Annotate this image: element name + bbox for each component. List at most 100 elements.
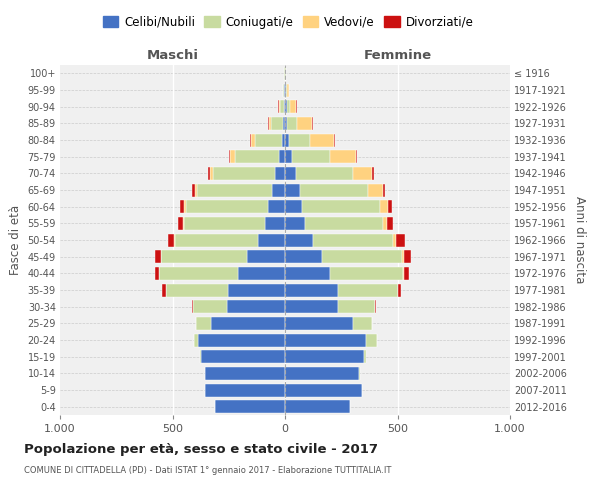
Bar	[368, 184, 383, 196]
Bar	[265, 217, 285, 230]
Bar	[284, 100, 285, 113]
Bar	[168, 234, 174, 246]
Bar	[285, 84, 286, 96]
Bar	[285, 284, 338, 296]
Bar	[199, 350, 200, 363]
Bar	[285, 234, 313, 246]
Bar	[287, 84, 289, 96]
Bar	[238, 267, 285, 280]
Bar	[298, 117, 312, 130]
Bar	[251, 134, 254, 146]
Bar	[269, 117, 271, 130]
Bar	[313, 234, 393, 246]
Bar	[227, 300, 285, 313]
Bar	[290, 100, 296, 113]
Bar	[196, 317, 211, 330]
Bar	[247, 250, 285, 263]
Bar	[159, 267, 238, 280]
Bar	[388, 200, 392, 213]
Bar	[284, 84, 285, 96]
Bar	[299, 184, 368, 196]
Bar	[403, 267, 404, 280]
Bar	[215, 400, 285, 413]
Bar	[285, 117, 287, 130]
Bar	[213, 167, 275, 180]
Y-axis label: Fasce di età: Fasce di età	[9, 205, 22, 275]
Bar	[186, 200, 268, 213]
Bar	[191, 300, 193, 313]
Bar	[404, 267, 409, 280]
Bar	[312, 117, 313, 130]
Bar	[330, 150, 356, 163]
Bar	[285, 167, 296, 180]
Bar	[356, 150, 358, 163]
Bar	[175, 234, 258, 246]
Bar	[161, 250, 247, 263]
Bar	[334, 134, 335, 146]
Bar	[155, 250, 161, 263]
Bar	[254, 134, 281, 146]
Bar	[205, 367, 285, 380]
Bar	[380, 200, 388, 213]
Bar	[271, 184, 285, 196]
Bar	[258, 234, 285, 246]
Bar	[393, 234, 396, 246]
Bar	[275, 167, 285, 180]
Bar	[182, 217, 184, 230]
Bar	[398, 284, 401, 296]
Bar	[285, 184, 299, 196]
Bar	[235, 150, 278, 163]
Bar	[271, 117, 283, 130]
Bar	[338, 284, 398, 296]
Bar	[396, 234, 404, 246]
Bar	[285, 150, 292, 163]
Y-axis label: Anni di nascita: Anni di nascita	[574, 196, 586, 284]
Bar	[211, 317, 285, 330]
Bar	[285, 367, 359, 380]
Bar	[199, 334, 285, 346]
Bar	[200, 350, 285, 363]
Bar	[280, 100, 284, 113]
Bar	[229, 150, 230, 163]
Bar	[286, 84, 287, 96]
Bar	[338, 300, 375, 313]
Bar	[387, 217, 393, 230]
Bar	[285, 400, 350, 413]
Bar	[195, 184, 197, 196]
Bar	[178, 217, 182, 230]
Bar	[310, 134, 334, 146]
Bar	[194, 334, 199, 346]
Bar	[330, 267, 403, 280]
Bar	[287, 117, 298, 130]
Text: Femmine: Femmine	[364, 48, 431, 62]
Bar	[366, 334, 377, 346]
Bar	[208, 167, 210, 180]
Bar	[285, 384, 361, 396]
Bar	[193, 300, 227, 313]
Bar	[353, 167, 372, 180]
Bar	[250, 134, 251, 146]
Bar	[364, 350, 366, 363]
Bar	[155, 267, 159, 280]
Bar	[285, 300, 338, 313]
Bar	[322, 250, 402, 263]
Bar	[205, 384, 285, 396]
Bar	[230, 150, 235, 163]
Bar	[375, 300, 376, 313]
Text: COMUNE DI CITTADELLA (PD) - Dati ISTAT 1° gennaio 2017 - Elaborazione TUTTITALIA: COMUNE DI CITTADELLA (PD) - Dati ISTAT 1…	[24, 466, 391, 475]
Bar	[285, 217, 305, 230]
Bar	[402, 250, 404, 263]
Bar	[383, 217, 387, 230]
Bar	[353, 317, 371, 330]
Bar	[289, 134, 310, 146]
Bar	[184, 200, 186, 213]
Bar	[285, 334, 366, 346]
Bar	[210, 167, 213, 180]
Bar	[283, 84, 284, 96]
Bar	[285, 350, 364, 363]
Bar	[383, 184, 385, 196]
Bar	[285, 100, 287, 113]
Bar	[285, 317, 353, 330]
Bar	[287, 100, 290, 113]
Bar	[283, 117, 285, 130]
